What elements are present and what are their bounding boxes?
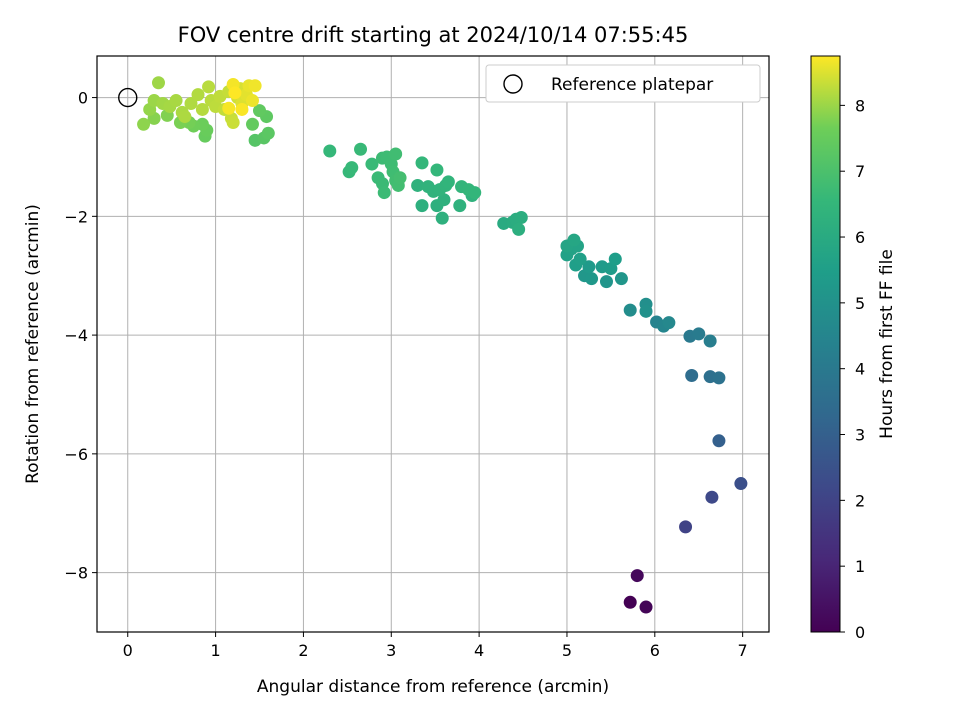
scatter-point (202, 80, 216, 94)
y-axis-ticks: 0 −2 −4 −6 −8 (64, 89, 97, 583)
colorbar-tick-label: 4 (855, 360, 865, 379)
scatter-point (573, 252, 587, 266)
scatter-point (608, 252, 622, 266)
colorbar: 0 1 2 3 4 5 6 7 8 Hours from first FF file (810, 55, 897, 642)
scatter-point (248, 79, 262, 93)
plot-frame (96, 55, 770, 633)
scatter-point (437, 193, 451, 207)
scatter-point (453, 199, 467, 213)
scatter-point (705, 490, 719, 504)
scatter-point (639, 600, 653, 614)
colorbar-ticks: 0 1 2 3 4 5 6 7 8 (840, 96, 865, 642)
x-tick-label: 7 (738, 641, 748, 660)
scatter-point (712, 434, 726, 448)
colorbar-tick-label: 2 (855, 491, 865, 510)
scatter-point (692, 327, 706, 341)
chart-title: FOV centre drift starting at 2024/10/14 … (178, 23, 689, 47)
colorbar-label: Hours from first FF file (877, 249, 897, 439)
scatter-point (623, 595, 637, 609)
colorbar-gradient (810, 55, 841, 633)
x-tick-label: 2 (298, 641, 308, 660)
scatter-point (323, 144, 337, 158)
colorbar-tick-label: 8 (855, 96, 865, 115)
scatter-point (712, 371, 726, 385)
scatter-point (393, 171, 407, 185)
scatter-point (430, 163, 444, 177)
scatter-point (679, 520, 693, 534)
scatter-point (411, 178, 425, 192)
reference-point (118, 87, 138, 108)
scatter-point (415, 199, 429, 213)
scatter-point (345, 161, 359, 175)
scatter-point (441, 175, 455, 189)
scatter-point (514, 211, 528, 225)
scatter-point (435, 211, 449, 225)
scatter-point (623, 303, 637, 317)
scatter-point (245, 117, 259, 131)
x-tick-label: 1 (210, 641, 220, 660)
scatter-point (599, 275, 613, 289)
x-tick-label: 5 (562, 641, 572, 660)
legend-marker-icon (503, 74, 523, 94)
y-tick-label: 0 (78, 89, 88, 108)
scatter-point (365, 157, 379, 171)
colorbar-tick-label: 5 (855, 294, 865, 313)
scatter-point (734, 477, 748, 491)
scatter-point (630, 569, 644, 583)
scatter-point (253, 104, 267, 118)
scatter-point (703, 334, 717, 348)
scatter-point (614, 272, 628, 286)
x-tick-label: 3 (386, 641, 396, 660)
y-tick-label: −8 (64, 564, 88, 583)
legend-box (485, 64, 761, 103)
x-axis-ticks: 0 1 2 3 4 5 6 7 (123, 632, 748, 660)
scatter-point (582, 260, 596, 274)
scatter-point (228, 86, 242, 100)
scatter-point (389, 147, 403, 161)
scatter-point (178, 110, 192, 124)
legend-entry: Reference platepar (551, 75, 713, 95)
x-tick-label: 4 (474, 641, 484, 660)
scatter-point (639, 304, 653, 318)
colorbar-tick-label: 3 (855, 426, 865, 445)
colorbar-tick-label: 0 (855, 623, 865, 642)
scatter-point (261, 126, 275, 140)
x-tick-label: 6 (650, 641, 660, 660)
data-points (137, 76, 748, 614)
y-tick-label: −4 (64, 326, 88, 345)
scatter-point (195, 102, 209, 116)
legend: Reference platepar (485, 64, 761, 103)
scatter-point (184, 97, 198, 111)
y-tick-label: −6 (64, 445, 88, 464)
scatter-point (354, 142, 368, 156)
scatter-point (512, 222, 526, 236)
scatter-point (245, 94, 259, 108)
x-tick-label: 0 (123, 641, 133, 660)
colorbar-tick-label: 7 (855, 162, 865, 181)
scatter-point (415, 156, 429, 170)
scatter-point (226, 116, 240, 130)
scatter-point (235, 102, 249, 116)
y-axis-label: Rotation from reference (arcmin) (23, 204, 43, 484)
scatter-point (567, 233, 581, 247)
scatter-point (662, 316, 676, 330)
scatter-point (468, 186, 482, 200)
scatter-point (585, 272, 599, 286)
scatter-point (151, 76, 165, 90)
x-axis-label: Angular distance from reference (arcmin) (257, 677, 609, 697)
scatter-point (685, 368, 699, 382)
scatter-point (169, 94, 183, 108)
colorbar-tick-label: 6 (855, 228, 865, 247)
y-tick-label: −2 (64, 207, 88, 226)
scatter-point (377, 186, 391, 200)
scatter-point (191, 88, 205, 102)
scatter-point (222, 101, 236, 115)
scatter-point (137, 117, 151, 131)
colorbar-tick-label: 1 (855, 557, 865, 576)
grid-lines (97, 56, 769, 632)
